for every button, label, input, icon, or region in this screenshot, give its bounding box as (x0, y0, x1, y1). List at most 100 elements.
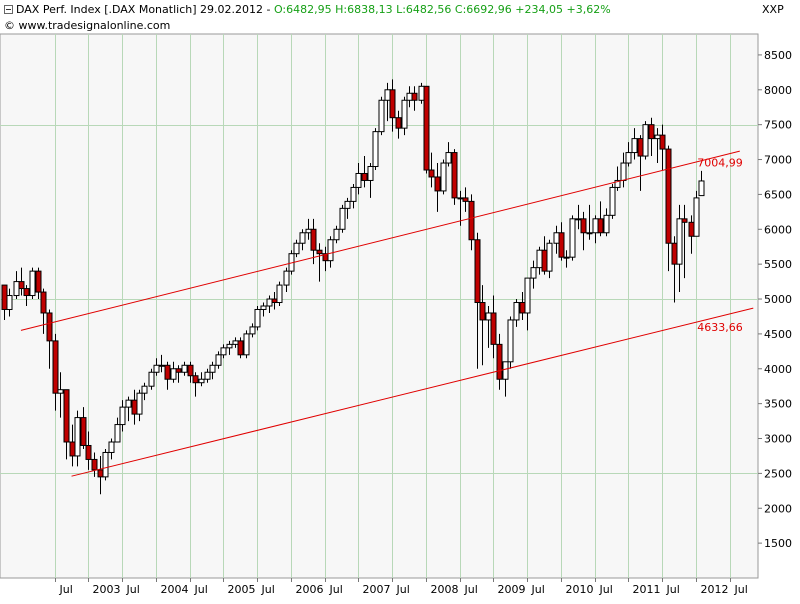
candle-body (625, 152, 632, 164)
x-tick-label: Jul (396, 583, 410, 596)
candle-body (479, 302, 486, 321)
candle (659, 124, 666, 170)
x-tick-label: 2003 (93, 583, 121, 596)
candle (462, 187, 469, 212)
x-tick-label: Jul (126, 583, 140, 596)
candle-body (524, 277, 531, 314)
candle-body (141, 385, 148, 394)
candle (6, 288, 13, 317)
candle-body (620, 162, 627, 181)
candle-body (254, 308, 261, 328)
candle-body (423, 85, 430, 171)
price-axis-name: XXP (762, 3, 784, 16)
x-tick-label: 2008 (431, 583, 459, 596)
y-tick-label: 7500 (764, 119, 792, 132)
candle-body (108, 441, 115, 453)
candle-body (440, 162, 447, 192)
candle (434, 163, 441, 212)
candle-body (592, 218, 599, 234)
x-tick-label: Jul (734, 583, 748, 596)
x-tick-label: 2010 (566, 583, 594, 596)
candle-body (153, 364, 160, 373)
candle (698, 170, 705, 197)
candle (299, 229, 306, 251)
candle-body (192, 375, 199, 384)
candle (513, 299, 520, 327)
y-tick-label: 5500 (764, 258, 792, 271)
candle-body (327, 239, 334, 262)
candle-body (276, 284, 283, 304)
candle (339, 204, 346, 233)
candle-body (631, 138, 638, 154)
y-tick-label: 4500 (764, 328, 792, 341)
candle-body (553, 232, 560, 244)
candle (192, 372, 199, 397)
candle-body (676, 218, 683, 265)
header-date: 29.02.2012 (200, 3, 263, 16)
candle-body (457, 197, 464, 200)
candle-body (283, 270, 290, 286)
candle-body (648, 124, 655, 140)
candle (35, 267, 42, 300)
candle-body (69, 441, 76, 457)
x-tick-label: Jul (329, 583, 343, 596)
candle-body (536, 249, 543, 269)
candle-body (29, 270, 36, 297)
candle (175, 365, 182, 383)
candle-body (1, 284, 8, 310)
y-tick-label: 6000 (764, 223, 792, 236)
collapse-toggle-icon[interactable] (4, 5, 13, 14)
candle-body (468, 200, 475, 241)
candle (23, 285, 30, 306)
candle-body (530, 267, 537, 279)
candle (665, 145, 672, 272)
candle-body (428, 169, 435, 178)
candle (378, 96, 385, 136)
candle (355, 163, 362, 195)
candle-body (237, 340, 244, 356)
candle (327, 236, 334, 268)
candle-body (418, 85, 425, 101)
y-tick-label: 8000 (764, 84, 792, 97)
upper-channel-label: 7004,99 (697, 156, 743, 169)
candle-body (378, 99, 385, 133)
candle-body (23, 288, 30, 297)
candle-body (665, 148, 672, 244)
candle-body (637, 138, 644, 157)
candle-body (215, 354, 222, 366)
candle (40, 288, 47, 334)
y-tick-label: 1500 (764, 537, 792, 550)
candle-body (659, 134, 666, 150)
candle-body (181, 364, 188, 373)
candle-body (80, 417, 87, 446)
candle-body (541, 249, 548, 272)
candle (614, 166, 621, 191)
candle-body (671, 242, 678, 265)
candle (631, 128, 638, 160)
candle-body (333, 228, 340, 241)
candle (372, 128, 379, 170)
candle-body (271, 298, 278, 304)
candle (440, 159, 447, 195)
candle (141, 382, 148, 401)
x-tick-label: 2011 (633, 583, 661, 596)
candle-body (114, 424, 121, 443)
candle (603, 208, 610, 237)
x-tick-label: 2007 (363, 583, 391, 596)
candle (91, 452, 98, 477)
candle-body (119, 406, 126, 426)
candle (609, 183, 616, 219)
candle-body (367, 166, 374, 181)
candle (411, 86, 418, 111)
lower-channel-line (71, 307, 754, 477)
candle (198, 372, 205, 387)
candle-body (490, 312, 497, 345)
candle-body (434, 176, 441, 192)
candle (395, 110, 402, 139)
candle (474, 232, 481, 369)
y-tick-label: 2000 (764, 502, 792, 515)
y-tick-label: 8500 (764, 49, 792, 62)
candle-body (406, 92, 413, 101)
candle (102, 448, 109, 481)
